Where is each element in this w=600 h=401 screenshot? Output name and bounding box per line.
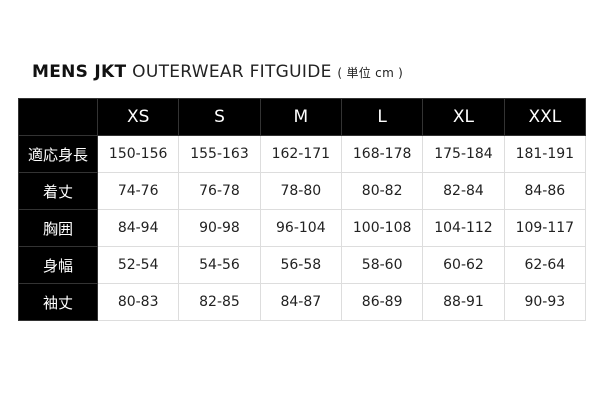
corner-cell	[18, 98, 98, 136]
table-row: 身幅 52-54 54-56 56-58 58-60 60-62 62-64	[18, 246, 587, 284]
table-cell: 56-58	[259, 246, 342, 284]
table-cell: 62-64	[503, 246, 587, 284]
table-cell: 74-76	[96, 172, 180, 210]
row-label: 身幅	[18, 246, 98, 284]
table-row: 着丈 74-76 76-78 78-80 80-82 82-84 84-86	[18, 172, 587, 210]
table-cell: 181-191	[503, 135, 587, 173]
row-label: 着丈	[18, 172, 98, 210]
table-cell: 84-86	[503, 172, 587, 210]
column-header-l: L	[340, 98, 424, 136]
page-title: MENS JKT OUTERWEAR FITGUIDE ( 単位 cm )	[32, 62, 403, 82]
table-cell: 90-98	[178, 209, 261, 247]
table-cell: 84-94	[96, 209, 180, 247]
column-header-xl: XL	[422, 98, 505, 136]
table-cell: 150-156	[96, 135, 180, 173]
table-cell: 109-117	[503, 209, 587, 247]
table-cell: 58-60	[340, 246, 424, 284]
size-chart-table: XS S M L XL XXL 適応身長 150-156 155-163 162-171 168-…	[18, 98, 587, 321]
table-cell: 86-89	[340, 283, 424, 321]
title-unit: ( 単位 cm )	[337, 66, 404, 80]
table-cell: 52-54	[96, 246, 180, 284]
title-bold: MENS JKT	[32, 62, 127, 82]
table-cell: 78-80	[259, 172, 342, 210]
table-cell: 88-91	[422, 283, 505, 321]
table-cell: 84-87	[259, 283, 342, 321]
row-label: 適応身長	[18, 135, 98, 173]
column-header-xs: XS	[96, 98, 180, 136]
table-cell: 80-83	[96, 283, 180, 321]
table-row: 袖丈 80-83 82-85 84-87 86-89 88-91 90-93	[18, 283, 587, 321]
table-cell: 60-62	[422, 246, 505, 284]
table-cell: 96-104	[259, 209, 342, 247]
table-row: 胸囲 84-94 90-98 96-104 100-108 104-112 109-117	[18, 209, 587, 247]
table-cell: 82-85	[178, 283, 261, 321]
column-header-xxl: XXL	[503, 98, 587, 136]
column-header-s: S	[178, 98, 261, 136]
table-cell: 155-163	[178, 135, 261, 173]
column-header-m: M	[259, 98, 342, 136]
table-cell: 175-184	[422, 135, 505, 173]
row-label: 袖丈	[18, 283, 98, 321]
row-label: 胸囲	[18, 209, 98, 247]
table-cell: 76-78	[178, 172, 261, 210]
table-cell: 82-84	[422, 172, 505, 210]
header-row: XS S M L XL XXL	[18, 98, 587, 136]
table-cell: 80-82	[340, 172, 424, 210]
table-cell: 162-171	[259, 135, 342, 173]
table-row: 適応身長 150-156 155-163 162-171 168-178 175-184 1…	[18, 135, 587, 173]
table-cell: 90-93	[503, 283, 587, 321]
title-light: OUTERWEAR FITGUIDE	[132, 62, 332, 82]
table-cell: 100-108	[340, 209, 424, 247]
table-cell: 168-178	[340, 135, 424, 173]
table-cell: 104-112	[422, 209, 505, 247]
table-cell: 54-56	[178, 246, 261, 284]
